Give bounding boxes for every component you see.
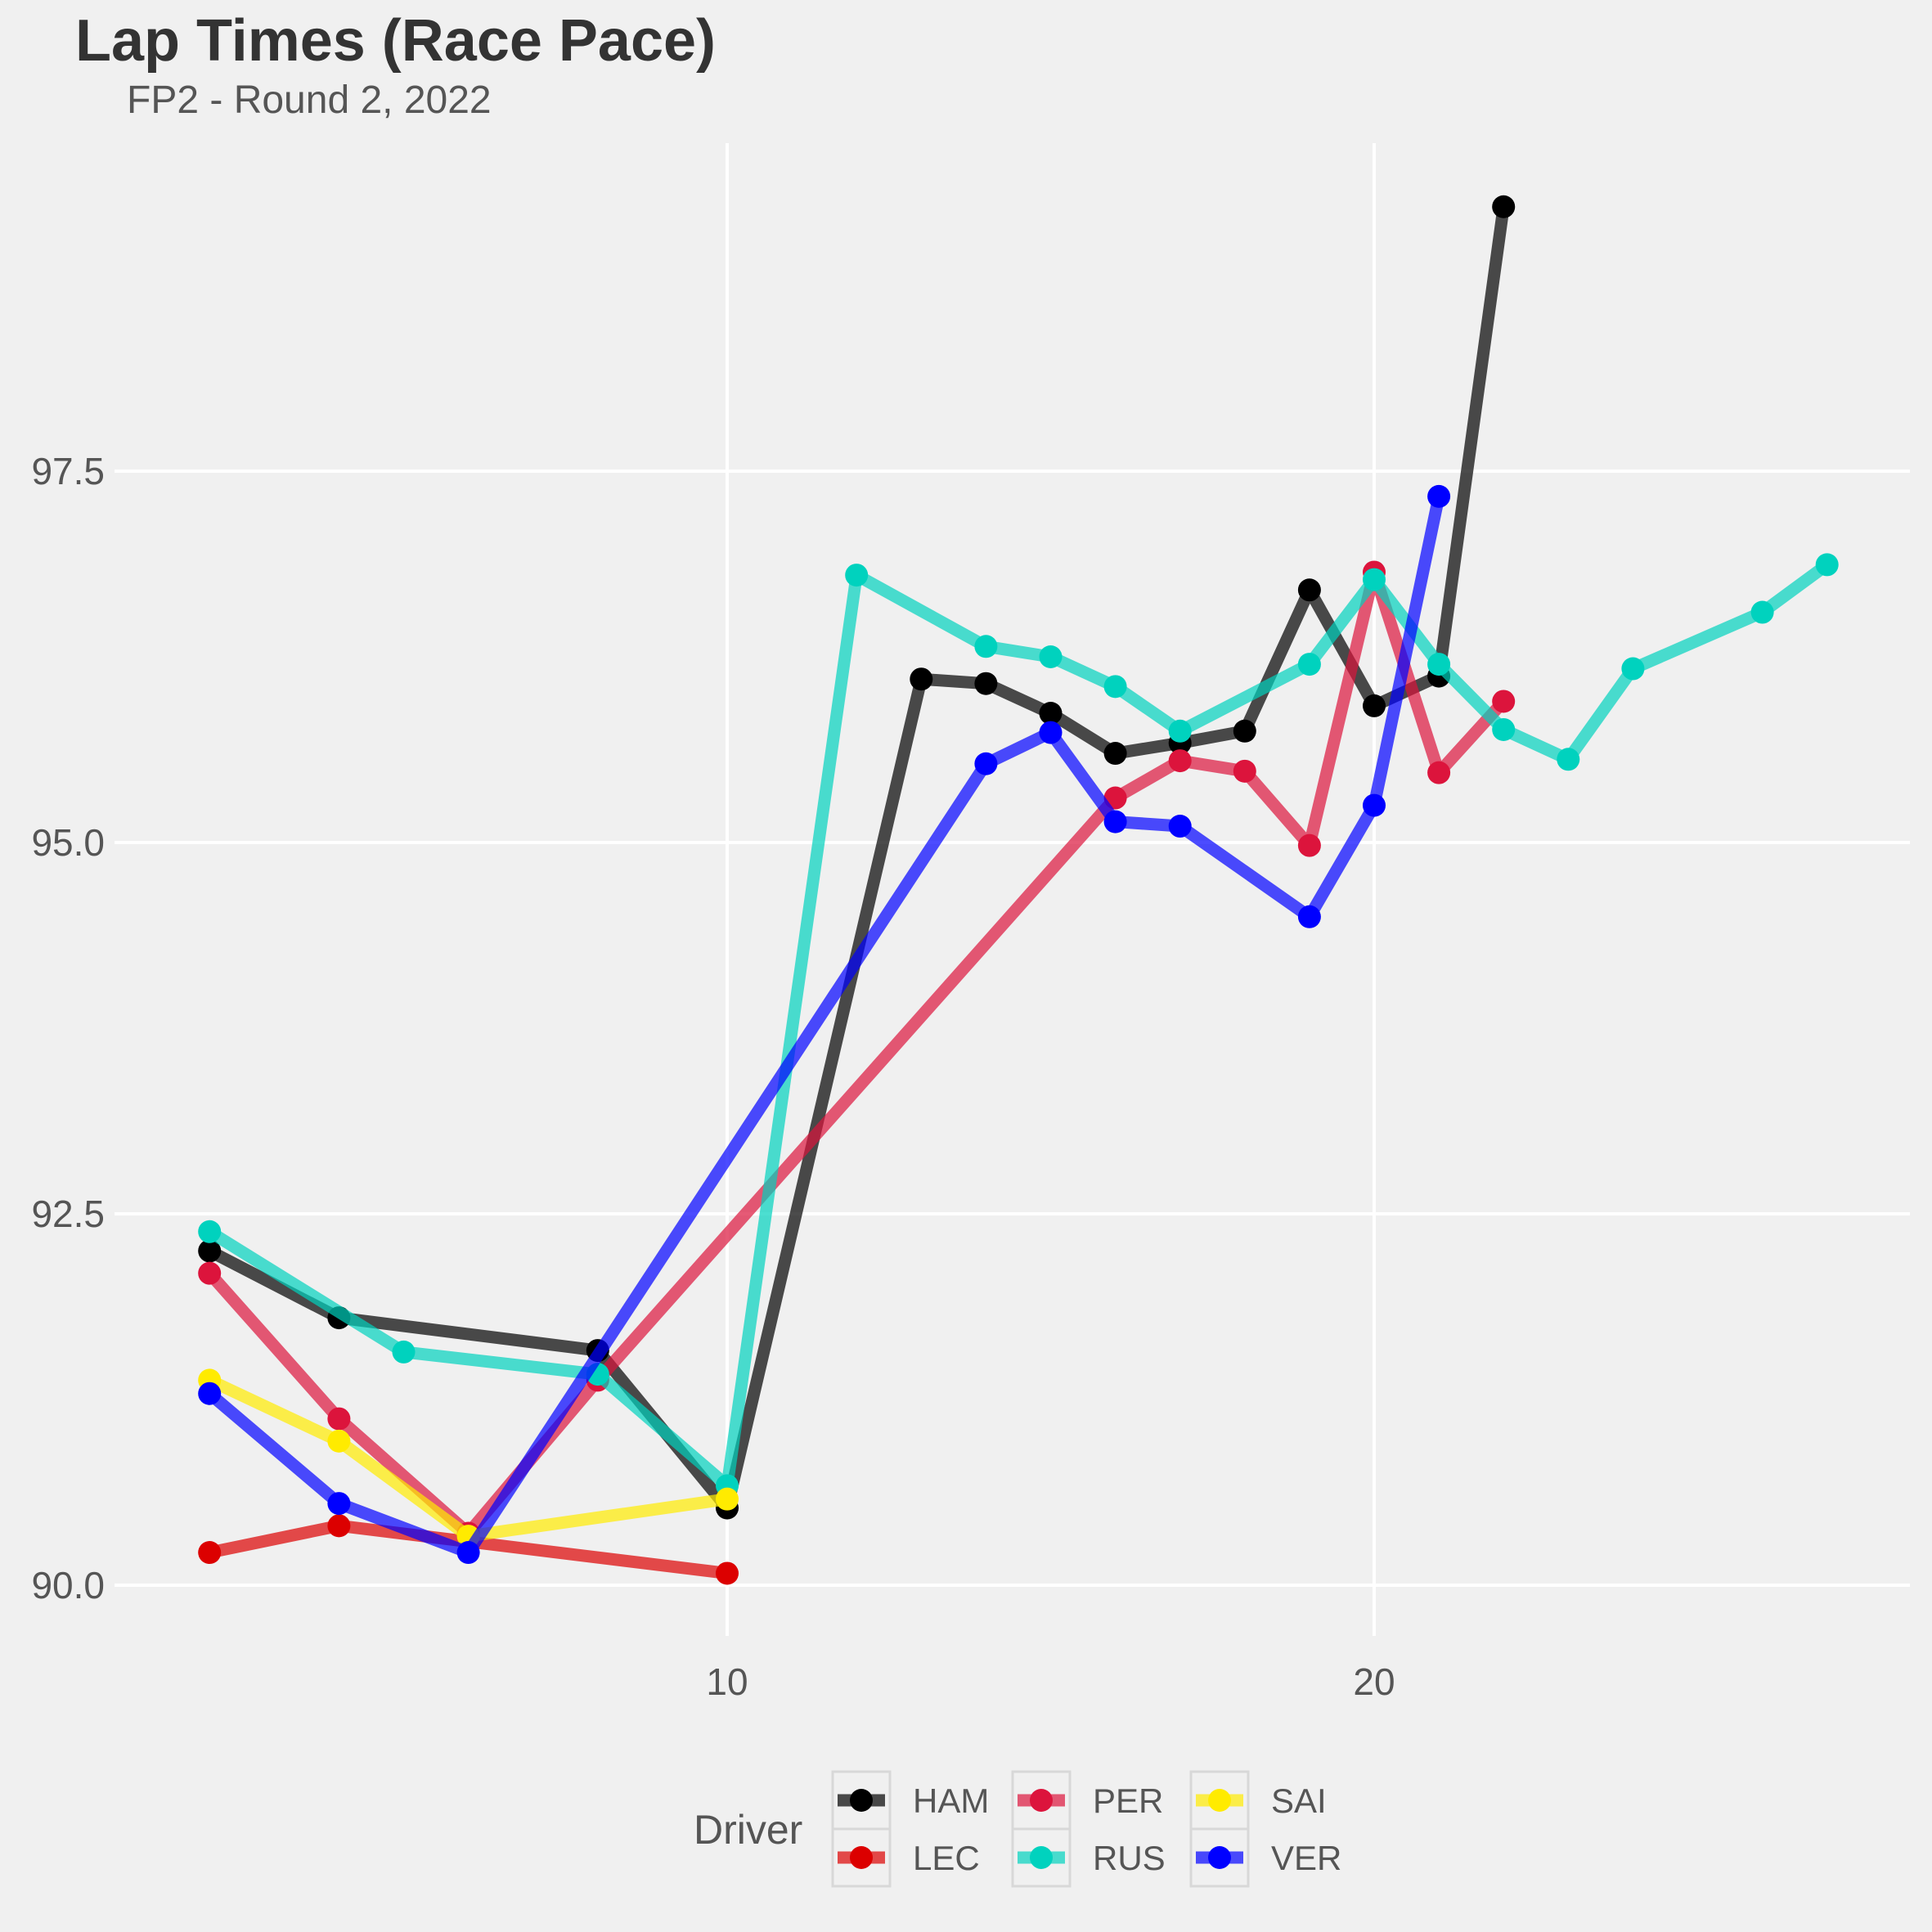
data-point-ham xyxy=(1297,578,1321,602)
axis-tick-labels: 90.0 92.5 95.0 97.5 10 20 xyxy=(31,450,1395,1703)
data-point-rus xyxy=(1427,653,1451,676)
data-point-sai xyxy=(716,1487,739,1511)
x-tick-label: 20 xyxy=(1353,1660,1395,1703)
data-point-lec xyxy=(198,1541,222,1565)
chart-subtitle: FP2 - Round 2, 2022 xyxy=(127,79,492,122)
data-point-per xyxy=(1233,759,1256,783)
data-point-per xyxy=(1427,761,1451,784)
legend-key-point xyxy=(850,1846,873,1869)
data-point-ver xyxy=(198,1382,222,1405)
data-point-rus xyxy=(1297,653,1321,676)
chart-title: Lap Times (Race Pace) xyxy=(75,8,716,74)
y-tick-label: 97.5 xyxy=(31,450,105,492)
data-point-ham xyxy=(1492,195,1516,218)
data-point-rus xyxy=(1039,645,1063,668)
data-point-per xyxy=(327,1407,351,1431)
legend-item-lec: LEC xyxy=(831,1827,980,1888)
data-point-ham xyxy=(1103,742,1127,766)
legend-item-sai: SAI xyxy=(1189,1770,1327,1831)
series-line-ham xyxy=(206,205,1510,1515)
data-point-ver xyxy=(974,752,998,775)
data-point-rus xyxy=(392,1340,416,1364)
series-line-ver xyxy=(205,495,1445,1559)
data-point-rus xyxy=(1363,568,1386,591)
legend-key-point xyxy=(1030,1789,1053,1812)
legend-label-rus: RUS xyxy=(1093,1839,1166,1877)
gridlines xyxy=(115,143,1910,1636)
data-point-ver xyxy=(1039,721,1063,744)
y-tick-label: 90.0 xyxy=(31,1564,105,1606)
data-point-ver xyxy=(456,1541,480,1565)
series-ver xyxy=(198,484,1451,1565)
x-tick-label: 10 xyxy=(706,1660,748,1703)
series-lec xyxy=(198,1514,739,1585)
data-point-ver xyxy=(1103,810,1127,833)
data-point-rus xyxy=(1750,600,1774,624)
data-point-rus xyxy=(1815,553,1839,577)
data-point-rus xyxy=(1621,657,1645,681)
data-point-ham xyxy=(910,667,933,691)
legend-title: Driver xyxy=(694,1807,802,1853)
data-point-rus xyxy=(198,1220,222,1243)
series-ham xyxy=(198,195,1516,1520)
y-tick-label: 95.0 xyxy=(31,821,105,864)
legend-label-ham: HAM xyxy=(913,1781,989,1820)
data-point-ham xyxy=(974,672,998,695)
y-tick-label: 92.5 xyxy=(31,1193,105,1235)
data-point-per xyxy=(1297,833,1321,857)
data-point-lec xyxy=(327,1514,351,1538)
data-point-ham xyxy=(198,1239,222,1263)
data-point-rus xyxy=(845,564,869,587)
data-point-rus xyxy=(1492,717,1516,741)
data-point-per xyxy=(1492,690,1516,713)
data-point-ver xyxy=(1168,815,1192,838)
series-line-sai xyxy=(207,1374,729,1543)
legend: Driver HAM LEC PER RUS SAI VER xyxy=(694,1770,1341,1888)
data-point-ver xyxy=(1427,484,1451,508)
legend-label-sai: SAI xyxy=(1271,1781,1327,1820)
data-point-rus xyxy=(974,635,998,658)
legend-label-ver: VER xyxy=(1271,1839,1341,1877)
legend-key-point xyxy=(1208,1789,1231,1812)
data-point-ver xyxy=(1297,905,1321,928)
data-point-per xyxy=(198,1261,222,1285)
data-point-per xyxy=(1168,749,1192,773)
legend-key-point xyxy=(1030,1846,1053,1869)
series-layer xyxy=(198,195,1839,1585)
data-point-ham xyxy=(1039,702,1063,726)
legend-key-point xyxy=(850,1789,873,1812)
legend-key-point xyxy=(1208,1846,1231,1869)
data-point-sai xyxy=(327,1429,351,1453)
data-point-ham xyxy=(1363,694,1386,717)
legend-item-ver: VER xyxy=(1189,1827,1341,1888)
series-per xyxy=(198,560,1516,1545)
data-point-rus xyxy=(1103,675,1127,699)
legend-label-per: PER xyxy=(1093,1781,1163,1820)
legend-label-lec: LEC xyxy=(913,1839,980,1877)
data-point-rus xyxy=(1557,748,1580,771)
legend-item-rus: RUS xyxy=(1011,1827,1166,1888)
data-point-ver xyxy=(1363,793,1386,817)
legend-item-per: PER xyxy=(1011,1770,1163,1831)
data-point-lec xyxy=(716,1561,739,1585)
data-point-ham xyxy=(1233,719,1256,743)
data-point-rus xyxy=(1168,719,1192,743)
data-point-ver xyxy=(327,1492,351,1516)
